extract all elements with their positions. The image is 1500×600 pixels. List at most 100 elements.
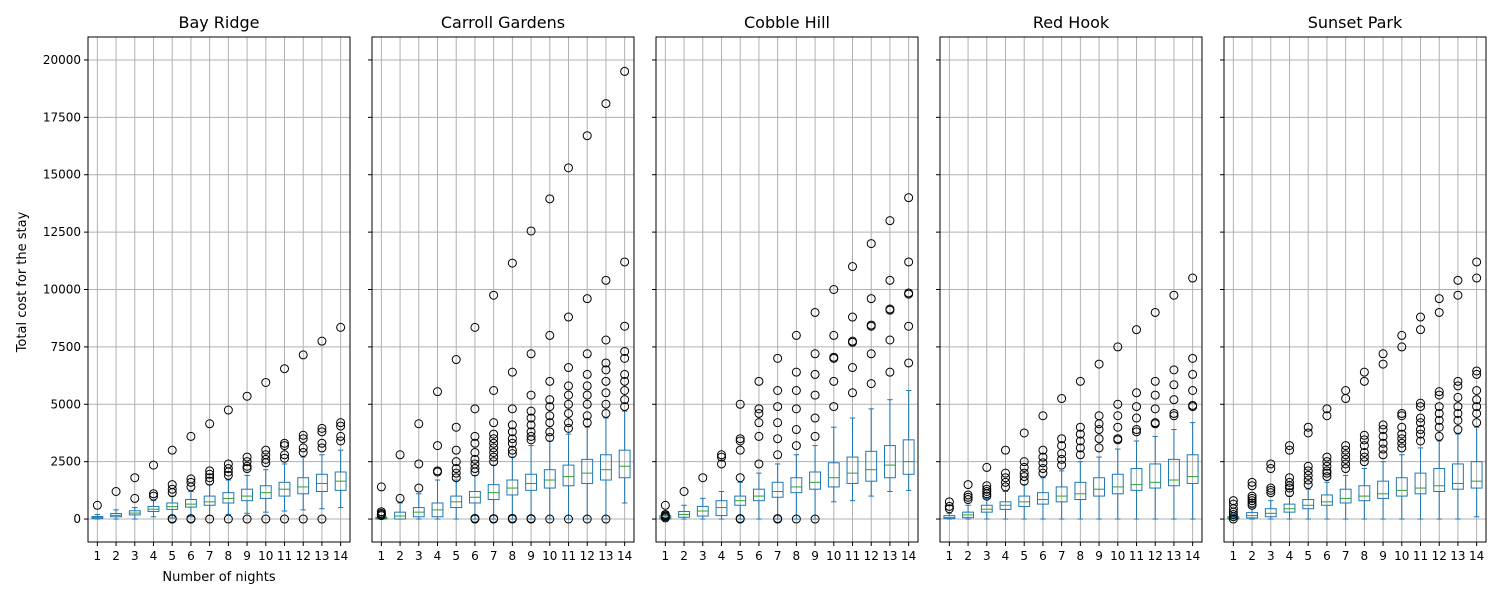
flier-point xyxy=(1169,380,1179,390)
box-2 xyxy=(678,487,690,520)
box-8 xyxy=(790,330,803,524)
flier-point xyxy=(336,431,346,441)
flier-point xyxy=(1359,452,1369,462)
flier-point xyxy=(1434,408,1444,418)
flier-point xyxy=(280,441,289,451)
x-tick-label: 1 xyxy=(94,549,102,563)
flier-point xyxy=(1303,480,1313,490)
flier-point xyxy=(1472,402,1482,412)
x-tick-label: 12 xyxy=(1432,549,1447,563)
flier-point xyxy=(470,447,480,457)
flier-point xyxy=(963,480,973,490)
flier-point xyxy=(1247,477,1257,487)
flier-point xyxy=(1434,307,1444,317)
box-body xyxy=(1377,480,1389,499)
flier-point xyxy=(1266,485,1276,495)
flier-point xyxy=(904,321,914,331)
box-body xyxy=(1452,463,1464,490)
flier-point xyxy=(1038,458,1048,468)
flier-point xyxy=(1397,438,1407,448)
flier-point xyxy=(1397,330,1407,340)
box-body xyxy=(316,473,328,492)
flier-point xyxy=(717,450,726,460)
flier-point xyxy=(298,447,308,457)
flier-point xyxy=(507,445,517,455)
box-9 xyxy=(241,391,253,524)
box-3 xyxy=(980,462,993,520)
flier-point xyxy=(223,470,233,480)
flier-point xyxy=(1303,428,1313,438)
flier-point xyxy=(1378,349,1388,359)
flier-point xyxy=(507,367,517,377)
y-tick-label: 2500 xyxy=(50,455,81,469)
flier-point xyxy=(829,402,839,412)
box-5 xyxy=(734,399,747,524)
flier-point xyxy=(1303,461,1313,471)
flier-point xyxy=(242,452,252,462)
flier-point xyxy=(1228,509,1238,519)
flier-point xyxy=(1150,376,1160,386)
flier-point xyxy=(1075,376,1085,386)
flier-point xyxy=(904,257,914,267)
flier-point xyxy=(1038,468,1048,478)
flier-point xyxy=(167,445,177,455)
flier-point xyxy=(1416,413,1425,423)
flier-point xyxy=(1378,438,1388,448)
flier-point xyxy=(1397,434,1407,444)
flier-point xyxy=(489,290,499,300)
x-tick-label: 3 xyxy=(1267,549,1275,563)
flier-point xyxy=(507,427,517,437)
x-tick-label: 8 xyxy=(1077,549,1085,563)
x-tick-label: 14 xyxy=(901,549,916,563)
flier-point xyxy=(470,404,480,414)
x-tick-label: 9 xyxy=(243,549,251,563)
flier-point xyxy=(507,404,517,414)
flier-point xyxy=(451,422,461,432)
flier-point xyxy=(791,441,801,451)
flier-point xyxy=(1303,466,1313,476)
flier-point xyxy=(810,349,820,359)
x-tick-label: 13 xyxy=(1450,549,1465,563)
y-axis-label: Total cost for the stay xyxy=(15,211,30,353)
flier-point xyxy=(545,402,555,412)
flier-point xyxy=(773,434,783,444)
x-tick-label: 6 xyxy=(1323,549,1331,563)
box-7 xyxy=(771,353,784,524)
flier-point xyxy=(848,262,857,272)
flier-point xyxy=(111,487,121,496)
flier-point xyxy=(601,99,611,109)
box-13 xyxy=(600,99,612,524)
flier-point xyxy=(433,441,442,451)
flier-point xyxy=(1434,431,1444,441)
flier-point xyxy=(620,353,630,363)
flier-point xyxy=(526,514,536,524)
flier-point xyxy=(735,399,745,409)
flier-point xyxy=(130,493,140,503)
box-12 xyxy=(1149,307,1162,520)
flier-point xyxy=(885,335,895,345)
flier-point xyxy=(1416,402,1425,412)
x-tick-label: 7 xyxy=(206,549,214,563)
flier-point xyxy=(1434,387,1444,397)
flier-point xyxy=(526,390,536,400)
box-10 xyxy=(1395,330,1408,520)
flier-point xyxy=(848,363,857,373)
x-tick-label: 5 xyxy=(452,549,460,563)
flier-point xyxy=(1169,411,1179,421)
x-tick-label: 12 xyxy=(580,549,595,563)
flier-point xyxy=(317,514,327,524)
flier-point xyxy=(545,411,555,421)
x-tick-label: 2 xyxy=(680,549,688,563)
x-tick-label: 7 xyxy=(774,549,782,563)
flier-point xyxy=(904,193,914,203)
flier-point xyxy=(1132,388,1141,398)
box-body xyxy=(1168,458,1180,487)
flier-point xyxy=(1378,425,1388,435)
flier-point xyxy=(298,430,308,440)
flier-point xyxy=(754,418,764,428)
flier-point xyxy=(773,514,783,524)
flier-point xyxy=(1247,500,1257,510)
flier-point xyxy=(545,514,555,524)
flier-point xyxy=(1188,400,1198,410)
box-body xyxy=(203,495,216,506)
